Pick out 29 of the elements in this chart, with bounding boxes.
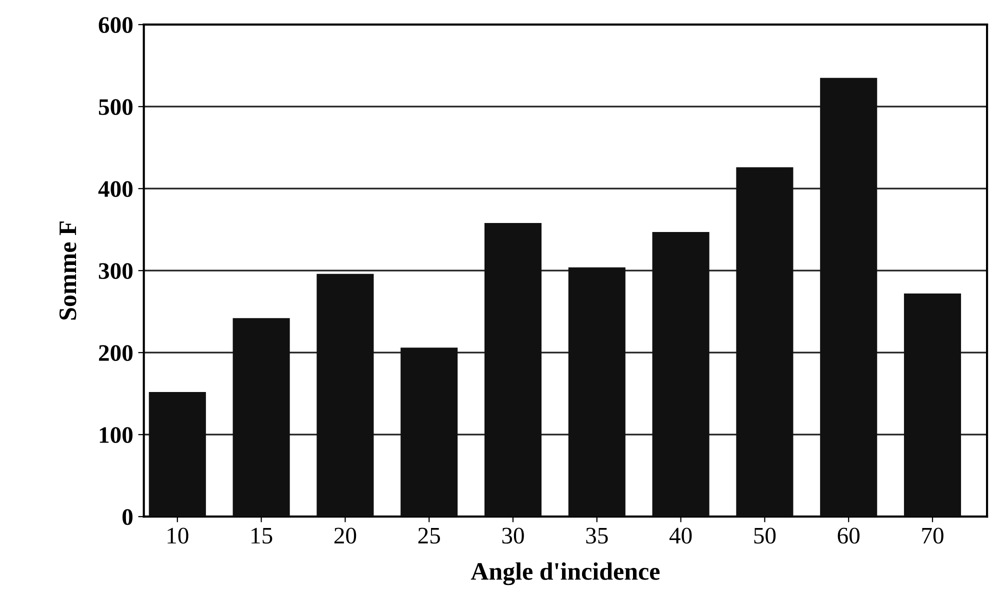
x-tick-label: 60 (838, 528, 860, 544)
x-tick-label: 10 (168, 528, 188, 544)
x-tick-label: 70 (922, 528, 944, 544)
y-tick-label: 0 (122, 509, 133, 526)
x-tick-label: 40 (669, 528, 692, 544)
bar (148, 392, 206, 517)
bar (316, 274, 374, 517)
y-tick-label: 200 (99, 345, 133, 362)
bar (652, 232, 710, 517)
bar (904, 294, 962, 517)
bar (568, 267, 626, 517)
bar (232, 318, 290, 517)
x-tick-label: 20 (334, 528, 356, 544)
x-tick-label: 15 (252, 528, 272, 544)
y-tick-label: 300 (98, 263, 133, 280)
bar (736, 167, 794, 517)
bar (820, 78, 878, 517)
x-tick-label: 25 (418, 528, 440, 544)
y-tick-label: 500 (98, 99, 133, 116)
bar (400, 348, 458, 517)
x-tick-label: 50 (754, 528, 776, 544)
x-axis-title: Angle d'incidence (470, 562, 660, 586)
y-tick-label: 100 (100, 427, 133, 444)
y-tick-label: 400 (98, 181, 133, 198)
x-tick-label: 35 (586, 528, 608, 544)
x-tick-label: 30 (502, 528, 524, 544)
y-tick-label: 600 (98, 17, 133, 34)
y-axis-title: Somme F (59, 221, 76, 320)
bar (484, 223, 542, 517)
